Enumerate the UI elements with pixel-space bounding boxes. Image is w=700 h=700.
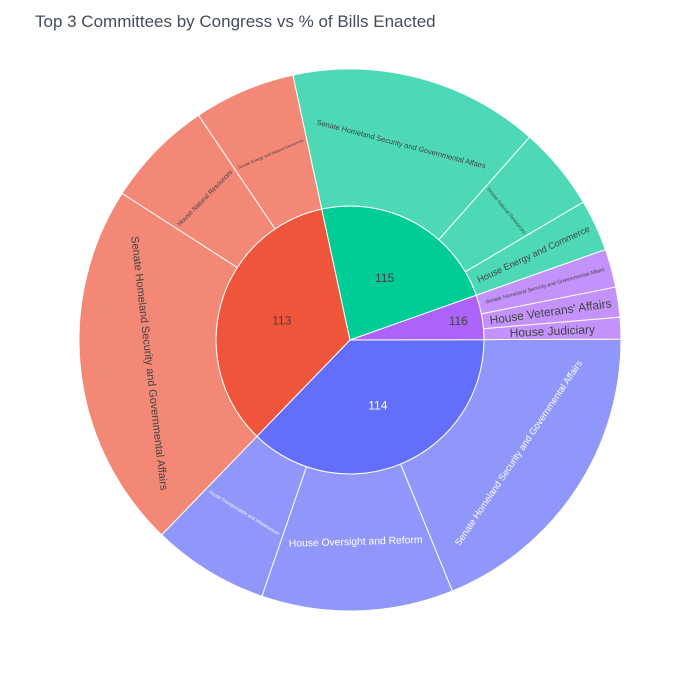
outer-ring (78, 68, 622, 612)
congress-116-label: 116 (449, 314, 468, 328)
congress-116-house-judiciary-wedge[interactable] (482, 316, 622, 341)
congress-113-label: 113 (272, 314, 291, 328)
congress-114-house-oversight-and-reform-wedge[interactable] (261, 463, 453, 612)
chart-title: Top 3 Committees by Congress vs % of Bil… (35, 12, 436, 31)
congress-113-senate-homeland-security-and-governmental-affairs-wedge[interactable] (78, 192, 258, 536)
congress-114-label: 114 (368, 398, 387, 412)
inner-ring (215, 205, 485, 475)
congress-116-house-judiciary-label: House Judiciary (509, 322, 595, 340)
congress-114-senate-homeland-security-and-governmental-affairs-wedge[interactable] (399, 338, 622, 592)
congress-115-senate-homeland-security-and-governmental-affairs-wedge[interactable] (292, 68, 531, 241)
congress-115-label: 115 (375, 271, 394, 285)
congress-114-house-oversight-and-reform-label: House Oversight and Reform (289, 535, 423, 550)
